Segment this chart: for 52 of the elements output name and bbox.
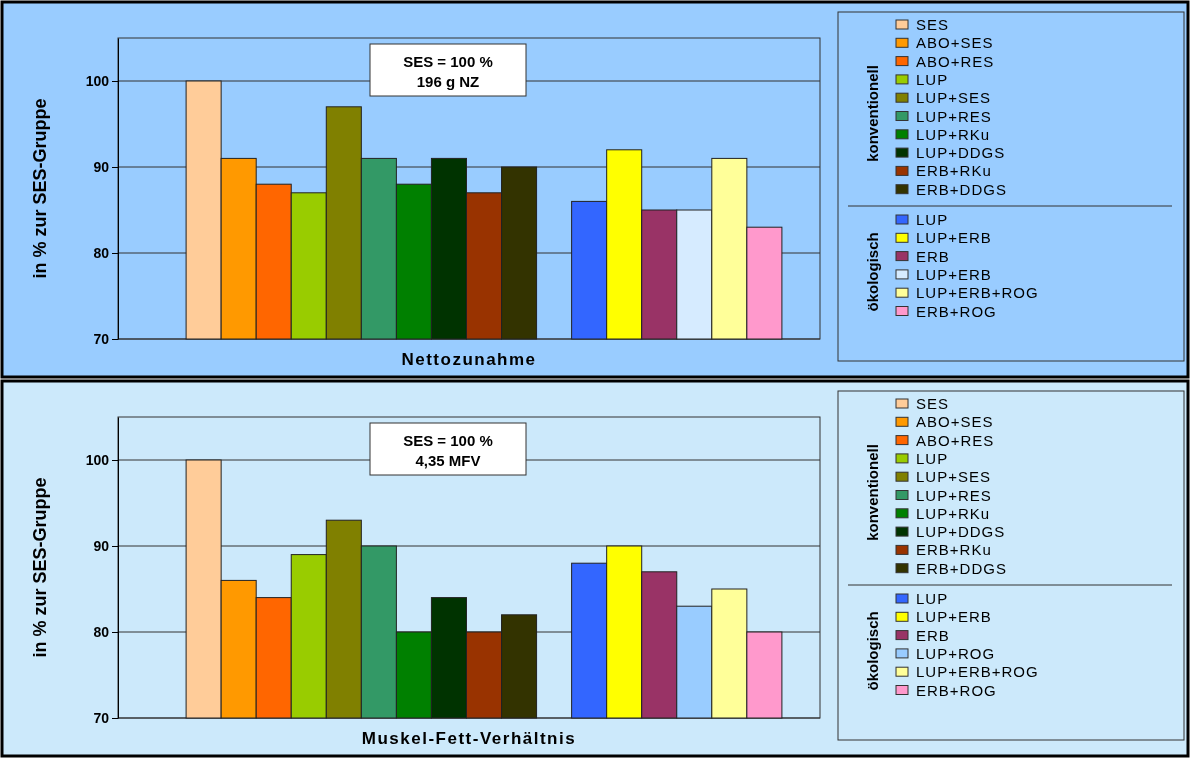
- legend-label: ABO+SES: [916, 34, 994, 52]
- legend-label: LUP+RES: [916, 107, 992, 125]
- legend-label: LUP+ERB+ROG: [916, 663, 1039, 681]
- legend-label: LUP+DDGS: [916, 144, 1006, 162]
- legend-label: LUP+ROG: [916, 644, 996, 662]
- y-tick-label: 70: [93, 709, 110, 726]
- legend-label: LUP: [916, 590, 949, 607]
- annotation: SES = 100 % 196 g NZ: [403, 53, 493, 90]
- y-tick-label: 100: [85, 451, 110, 468]
- legend-label: LUP+RKu: [916, 125, 991, 143]
- legend-label: ABO+RES: [916, 431, 995, 449]
- legend-label: ERB: [916, 626, 950, 644]
- legend-label: LUP+SES: [916, 468, 991, 486]
- legend-label: ERB+ROG: [916, 681, 997, 699]
- legend-label: LUP+ERB: [916, 229, 992, 247]
- legend-label: LUP+ERB: [916, 265, 992, 283]
- legend-label: LUP+ERB: [916, 608, 992, 626]
- legend-label: SES: [916, 395, 950, 412]
- legend-label: ERB+RKu: [916, 162, 992, 180]
- y-tick-label: 100: [85, 72, 110, 89]
- legend-label: LUP: [916, 211, 949, 228]
- text: konventionell: [864, 65, 881, 162]
- text: ökologisch: [864, 232, 881, 312]
- annotation: SES = 100 % 4,35 MFV: [403, 432, 493, 469]
- legend-label: LUP: [916, 70, 949, 88]
- note-box: SES = 100 % 196 g NZ: [369, 43, 527, 97]
- legend-label: ERB+ROG: [916, 302, 997, 320]
- legend-label: ERB: [916, 247, 950, 265]
- x-axis-title: Muskel-Fett-Verhältnis: [361, 729, 577, 748]
- legend-label: LUP+SES: [916, 89, 991, 107]
- legend-label: ERB+RKu: [916, 541, 992, 559]
- legend-label: ERB+DDGS: [916, 559, 1007, 577]
- legend-label: SES: [916, 16, 950, 33]
- legend-label: ABO+SES: [916, 413, 994, 431]
- legend-label: LUP+ERB+ROG: [916, 284, 1039, 302]
- legend-label: ABO+RES: [916, 52, 995, 70]
- legend-label: LUP: [916, 449, 949, 467]
- y-tick-label: 70: [93, 330, 110, 347]
- y-axis-title: in % zur SES-Gruppe: [30, 477, 50, 658]
- legend-label: ERB+DDGS: [916, 180, 1007, 198]
- y-tick-label: 80: [93, 244, 110, 261]
- y-tick-label: 80: [93, 623, 110, 640]
- x-axis-title: Nettozunahme: [401, 350, 537, 369]
- y-axis-title: in % zur SES-Gruppe: [30, 98, 50, 279]
- legend-label: LUP+RES: [916, 486, 992, 504]
- y-tick-label: 90: [93, 158, 110, 175]
- legend-label: LUP+DDGS: [916, 523, 1006, 541]
- legend-label: LUP+RKu: [916, 504, 991, 522]
- text: ökologisch: [864, 611, 881, 691]
- note-box: SES = 100 % 4,35 MFV: [369, 422, 527, 476]
- y-tick-label: 90: [93, 537, 110, 554]
- text: konventionell: [864, 444, 881, 541]
